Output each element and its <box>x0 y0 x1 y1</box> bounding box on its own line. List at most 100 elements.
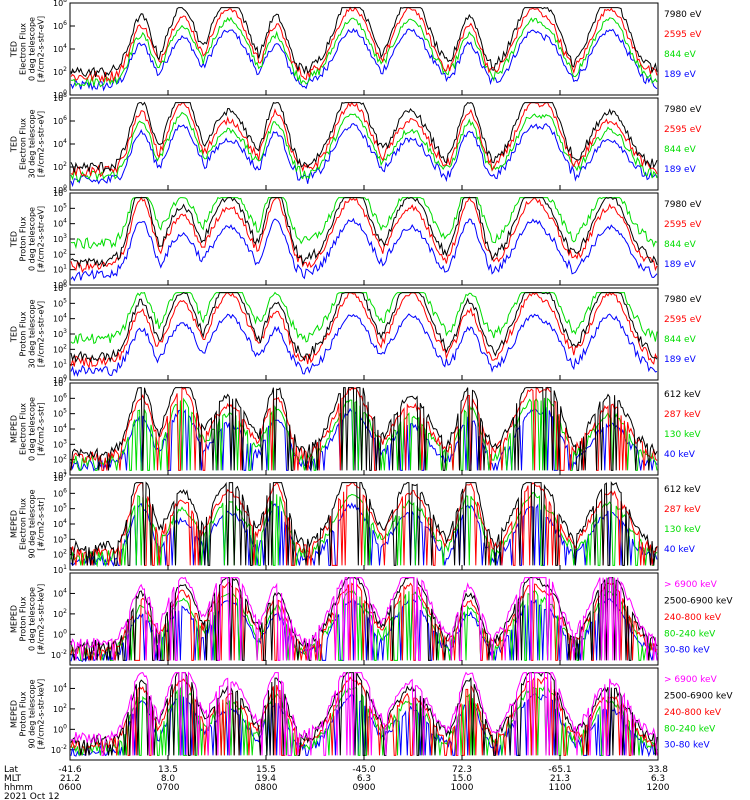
lat-label: 15.5 <box>256 765 276 775</box>
series-line-2595-ev <box>70 196 658 274</box>
legend-entry: 7980 eV <box>664 105 702 115</box>
y-tick-label: 100 <box>53 89 67 100</box>
legend-entry: 189 eV <box>664 165 697 175</box>
series-line-7980-ev <box>70 291 658 363</box>
series-line-844-ev <box>70 111 658 183</box>
legend-entry: 30-80 keV <box>664 646 710 656</box>
series-line-189-ev <box>70 313 658 378</box>
hhmm-label: 0900 <box>353 783 376 793</box>
y-tick-label: 104 <box>53 138 67 149</box>
hhmm-label: 1200 <box>647 783 670 793</box>
legend-entry: 189 eV <box>664 70 697 80</box>
legend-entry: 240-800 keV <box>664 613 722 623</box>
series-line-2595-ev <box>70 6 658 83</box>
y-tick-label: 104 <box>53 518 67 529</box>
y-axis-label: [#/cm2-s-str] <box>37 402 46 455</box>
y-axis-label: MEPED <box>10 700 19 728</box>
y-axis-label: Electron Flux <box>19 23 28 75</box>
legend-entry: 844 eV <box>664 145 697 155</box>
y-tick-label: 10-2 <box>51 649 67 660</box>
legend-entry: 189 eV <box>664 355 697 365</box>
y-axis-label: Electron Flux <box>19 118 28 170</box>
y-tick-label: 105 <box>53 408 67 419</box>
x-row-label: Lat <box>4 765 19 775</box>
y-axis-label: 90 deg telescope <box>28 679 37 748</box>
series-line-612-kev <box>70 387 658 471</box>
y-axis-label: MEPED <box>10 415 19 443</box>
y-axis-label: Proton Flux <box>19 216 28 261</box>
y-tick-label: 105 <box>53 503 67 514</box>
series-line-844-ev <box>70 291 658 345</box>
y-axis-label: [#/cm2-s-str-keV] <box>37 679 46 750</box>
y-tick-label: 103 <box>53 438 67 449</box>
y-tick-label: 103 <box>53 233 67 244</box>
y-axis-label: 0 deg telescope <box>28 397 37 461</box>
legend-entry: 2595 eV <box>664 30 702 40</box>
hhmm-label: 0700 <box>157 783 180 793</box>
y-axis-label: Electron Flux <box>19 498 28 550</box>
y-tick-label: 105 <box>53 297 67 308</box>
x-row-label: 2021 Oct 12 <box>4 792 60 800</box>
y-tick-label: 108 <box>53 0 67 8</box>
y-axis-label: Proton Flux <box>19 311 28 356</box>
y-axis-label: TED <box>10 136 19 153</box>
series-line-7980-ev <box>70 196 658 269</box>
y-axis-label: 0 deg telescope <box>28 587 37 651</box>
y-tick-label: 105 <box>53 202 67 213</box>
x-row-label: hhmm <box>4 783 33 793</box>
legend-entry: 7980 eV <box>664 295 702 305</box>
legend-entry: 2500-6900 keV <box>664 596 733 606</box>
lat-label: 13.5 <box>158 765 178 775</box>
series-line-7980-ev <box>70 6 658 78</box>
panel-6: 107 106 105 104 103 102 101 MEPED Electron Flux 9… <box>10 472 702 575</box>
y-tick-label: 104 <box>53 587 67 598</box>
lat-label: -41.6 <box>58 765 82 775</box>
legend-entry: 7980 eV <box>664 200 702 210</box>
y-axis-label: 0 deg telescope <box>28 17 37 81</box>
legend-entry: 130 keV <box>664 430 701 440</box>
lat-label: 72.3 <box>452 765 472 775</box>
series-line-844-ev <box>70 196 658 250</box>
y-tick-label: 106 <box>53 487 67 498</box>
y-tick-label: 100 <box>53 723 67 734</box>
legend-entry: 80-240 keV <box>664 629 716 639</box>
y-axis-label: 0 deg telescope <box>28 207 37 271</box>
panel-8: 104 102 100 10-2 MEPED Proton Flux 90 deg tele… <box>10 667 733 761</box>
y-axis-label: 30 deg telescope <box>28 109 37 178</box>
lat-label: -45.0 <box>352 765 376 775</box>
hhmm-label: 1000 <box>451 783 474 793</box>
y-axis-label: MEPED <box>10 510 19 538</box>
legend-entry: 612 keV <box>664 390 701 400</box>
hhmm-label: 0600 <box>59 783 82 793</box>
series-line-844-ev <box>70 16 658 88</box>
mlt-label: 19.4 <box>256 774 276 784</box>
series-line-189-ev <box>70 217 658 282</box>
y-tick-label: 107 <box>53 377 67 388</box>
y-tick-label: 102 <box>53 161 67 172</box>
y-tick-label: 102 <box>53 454 67 465</box>
series-line-287-kev <box>70 386 658 471</box>
y-tick-label: 106 <box>53 20 67 31</box>
y-tick-label: 108 <box>53 92 67 103</box>
legend-entry: 844 eV <box>664 50 697 60</box>
y-axis-label: Electron Flux <box>19 403 28 455</box>
legend-entry: 287 keV <box>664 410 701 420</box>
mlt-label: 8.0 <box>161 774 176 784</box>
panel-3: 106 105 104 103 102 101 100 TED Proton Flux 0 deg… <box>10 187 703 290</box>
panel-2: 108 106 104 102 100 TED Electron Flux 30 deg te… <box>10 92 703 195</box>
series-line-189-ev <box>70 123 658 188</box>
y-tick-label: 103 <box>53 328 67 339</box>
lat-label: -65.1 <box>548 765 571 775</box>
y-axis-label: [#/cm2-s-str] <box>37 497 46 550</box>
y-axis-label: 30 deg telescope <box>28 299 37 368</box>
y-tick-label: 107 <box>53 472 67 483</box>
legend-entry: 130 keV <box>664 525 701 535</box>
series-line-130-kev <box>70 492 658 568</box>
y-tick-label: 104 <box>53 218 67 229</box>
y-tick-label: 106 <box>53 392 67 403</box>
y-tick-label: 102 <box>53 549 67 560</box>
mlt-label: 6.3 <box>651 774 665 784</box>
panel-7: 104 102 100 10-2 MEPED Proton Flux 0 deg teles… <box>10 572 733 666</box>
y-tick-label: 102 <box>53 608 67 619</box>
